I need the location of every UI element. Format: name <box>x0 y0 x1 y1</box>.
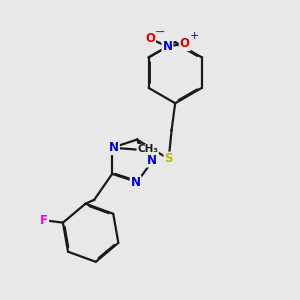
Text: N: N <box>162 40 172 53</box>
Text: N: N <box>147 154 157 166</box>
Text: O: O <box>145 32 155 45</box>
Text: N: N <box>131 176 141 189</box>
Text: S: S <box>164 152 173 166</box>
Text: N: N <box>109 141 119 154</box>
Text: F: F <box>40 214 48 227</box>
Text: CH₃: CH₃ <box>137 145 158 154</box>
Text: +: + <box>190 32 200 41</box>
Text: −: − <box>155 26 166 39</box>
Text: O: O <box>180 37 190 50</box>
